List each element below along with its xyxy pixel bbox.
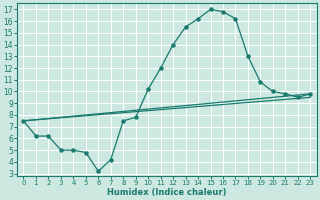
X-axis label: Humidex (Indice chaleur): Humidex (Indice chaleur): [107, 188, 227, 197]
